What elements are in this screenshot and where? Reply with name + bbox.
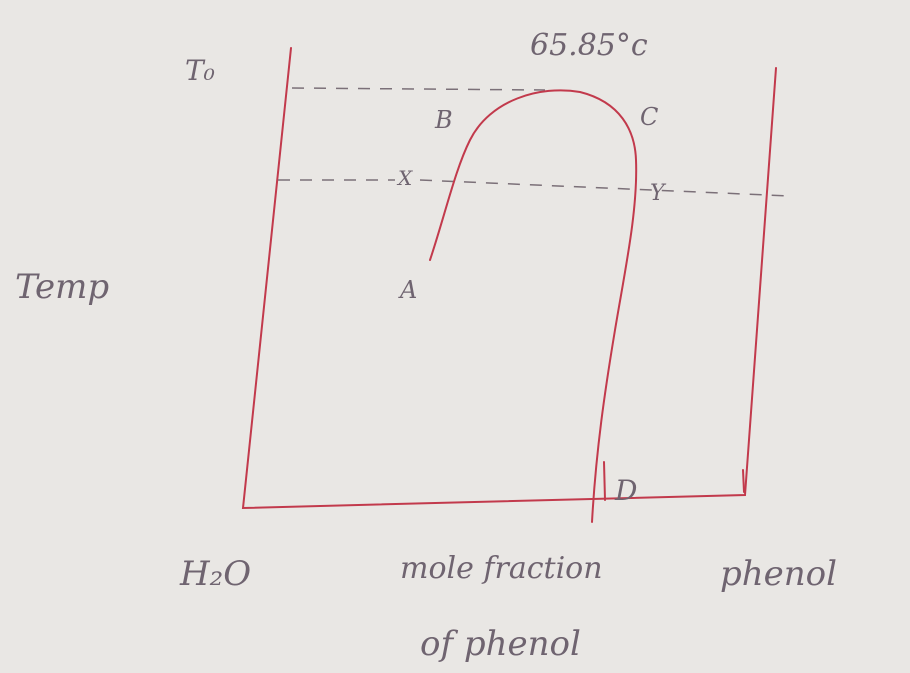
tie-line <box>278 179 791 197</box>
left-component: H₂O <box>179 554 251 594</box>
right-component: phenol <box>720 554 837 594</box>
point-y: Y <box>650 181 667 206</box>
y-axis-label: Temp <box>15 267 109 307</box>
point-d: D <box>614 474 637 507</box>
solubility-curve <box>429 89 638 523</box>
diagram-frame <box>241 47 777 510</box>
point-a: A <box>398 276 417 304</box>
point-c: C <box>640 103 658 131</box>
point-x: X <box>396 166 413 190</box>
point-b: B <box>434 106 453 134</box>
t0-label: T₀ <box>185 54 215 87</box>
frame-corner <box>742 469 745 493</box>
critical-temperature: 65.85°c <box>530 28 648 63</box>
d-tick <box>603 461 606 501</box>
x-axis-label-line1: mole fraction <box>400 551 603 586</box>
x-axis-label-line2: of phenol <box>420 624 581 664</box>
